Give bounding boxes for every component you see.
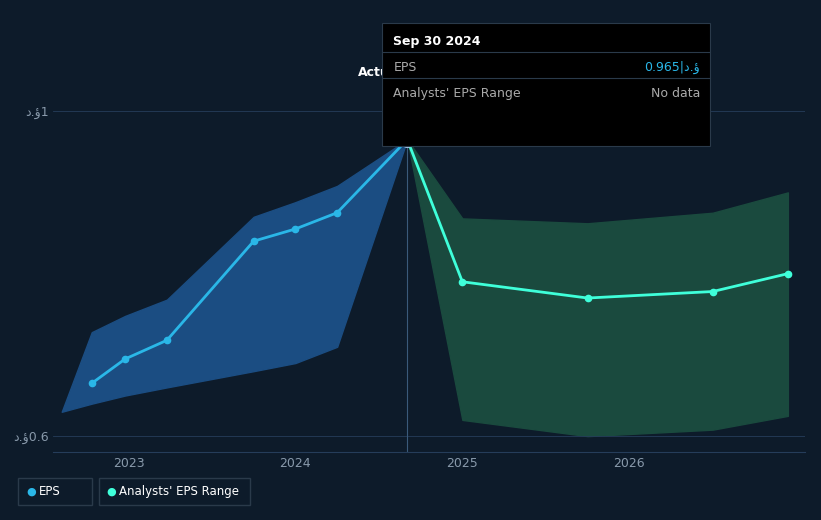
Text: Analysts' EPS Range: Analysts' EPS Range	[119, 485, 239, 498]
Text: Actual: Actual	[358, 67, 402, 80]
Text: ●: ●	[26, 486, 36, 497]
Text: EPS: EPS	[393, 61, 416, 74]
Text: No data: No data	[651, 87, 700, 100]
Text: Analysts' EPS Range: Analysts' EPS Range	[393, 87, 521, 100]
Text: 0.965|د.ؤ: 0.965|د.ؤ	[644, 61, 700, 74]
Text: EPS: EPS	[39, 485, 60, 498]
Text: ●: ●	[107, 486, 117, 497]
Text: Analysts Forecasts: Analysts Forecasts	[412, 67, 529, 80]
Text: Sep 30 2024: Sep 30 2024	[393, 35, 481, 48]
